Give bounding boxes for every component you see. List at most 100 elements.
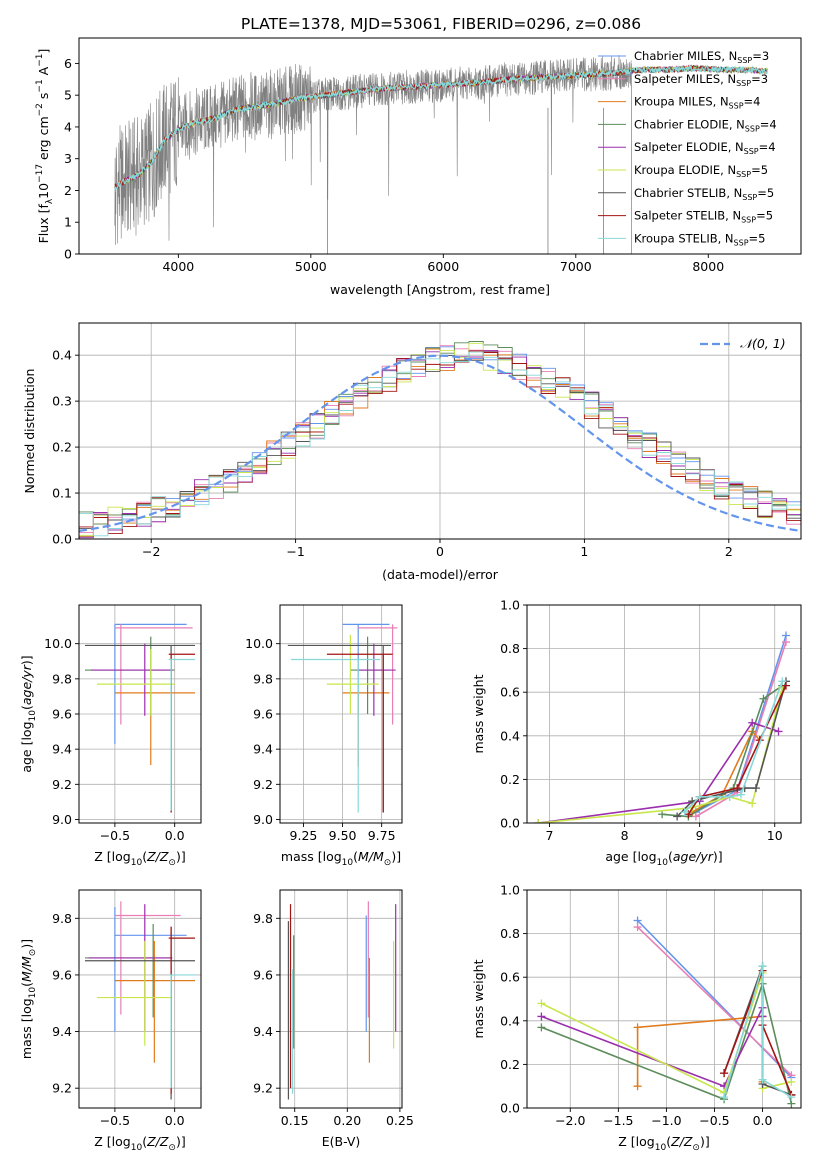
plot-area [287, 623, 398, 813]
y-tick-label: 0.4 [500, 728, 520, 743]
series-line [538, 687, 783, 823]
label-text: s [36, 93, 51, 104]
x-axis-label: age [log10(age/yr)] [605, 849, 722, 868]
legend-entry: Chabrier MILES, NSSP=3 [634, 49, 769, 65]
legend-suffix: =5 [757, 186, 774, 200]
errorbar-salpeter-elodie [358, 643, 396, 716]
label-text: )] [19, 655, 34, 665]
label-text: )] [176, 1134, 186, 1149]
y-tick-label: 0.6 [500, 970, 520, 985]
legend-sub: SSP [734, 238, 749, 247]
x-tick-label: 5000 [295, 259, 327, 274]
label-text: )] [700, 1134, 710, 1149]
label-text: )] [391, 849, 401, 864]
x-tick-label: 7 [546, 828, 554, 843]
y-tick-label: 0.0 [500, 816, 520, 831]
label-sub: 10 [28, 710, 38, 722]
label-text: Z [log [618, 1134, 654, 1149]
legend-suffix: =4 [759, 140, 776, 154]
series-line [723, 966, 792, 1098]
label-text: ( [19, 982, 34, 987]
histogram-kroupa-stelib [79, 351, 801, 537]
series-point [733, 784, 742, 793]
legend-entry: Chabrier STELIB, NSSP=5 [634, 186, 774, 202]
legend-gauss: 𝒩(0, 1) [740, 336, 786, 351]
label-text: A [36, 66, 51, 79]
label-text: Z [log [94, 849, 130, 864]
errorbar-salpeter-miles [114, 624, 193, 725]
plot-area [84, 623, 196, 813]
label-sub: 10 [655, 1143, 667, 1153]
label-sub: ⊙ [28, 949, 38, 957]
legend-label: Chabrier MILES, N [634, 49, 737, 63]
y-tick-label: 9.8 [253, 911, 273, 926]
y-tick-label: 9.6 [52, 967, 72, 982]
label-text: M/M [19, 956, 34, 982]
label-text: ( [668, 849, 673, 864]
label-text: erg cm [36, 116, 51, 164]
axes-frame [78, 889, 202, 1109]
label-sub: λ [45, 198, 55, 204]
legend-sub: SSP [741, 216, 756, 225]
y-tick-label: 0.4 [500, 1013, 520, 1028]
legend-sub: SSP [744, 147, 759, 156]
x-tick-label: 0.25 [386, 1113, 414, 1128]
label-text: wavelength [Angstrom, rest frame] [330, 282, 550, 297]
x-tick-label: 0.15 [281, 1113, 309, 1128]
normal-distribution-curve [79, 354, 801, 532]
errorbar-kroupa-stelib [168, 658, 196, 811]
errorbar-chabrier-miles [342, 623, 390, 714]
errorbar-chabrier-elodie [84, 636, 175, 716]
label-text: mass [log [281, 849, 342, 864]
series-point [633, 1082, 642, 1091]
x-tick-label: 9 [696, 828, 704, 843]
grid-lines [280, 890, 402, 1108]
legend-sub: SSP [742, 193, 757, 202]
series-point [633, 1023, 642, 1032]
errorbar-chabrier-elodie [84, 923, 173, 1018]
series-point [537, 1012, 546, 1021]
legend-suffix: =5 [749, 231, 766, 245]
legend-suffix: =4 [744, 95, 761, 109]
series-point [736, 790, 745, 799]
label-text: )] [176, 849, 186, 864]
x-tick-label: −1 [286, 544, 304, 559]
y-tick-label: 0.2 [500, 1057, 520, 1072]
x-axis-label: (data-model)/error [382, 567, 499, 582]
label-text: Z/Z [670, 1134, 693, 1149]
legend-suffix: =3 [751, 72, 768, 86]
series-point [725, 792, 734, 801]
legend-sub: SSP [737, 56, 752, 65]
series-point [673, 812, 682, 821]
legend-label: Chabrier ELODIE, N [634, 117, 745, 131]
errorbar-salpeter-elodie [90, 643, 173, 716]
label-sup: −1 [35, 54, 45, 67]
y-tick-label: 0 [64, 247, 72, 262]
legend-label: Kroupa MILES, N [634, 95, 729, 109]
axes-spectrum: 4000 5000 6000 7000 8000 0 1 2 3 4 5 6 wavelength [A… [35, 37, 802, 297]
label-text: ( [142, 1134, 147, 1149]
legend-entry: Kroupa STELIB, NSSP=5 [634, 231, 765, 247]
x-axis-label: Z [log10(Z/Z⊙)] [94, 849, 185, 868]
y-tick-label: 9.6 [253, 707, 273, 722]
series-point [537, 999, 546, 1008]
y-tick-label: 9.8 [253, 671, 273, 686]
y-axis-label: mass weight [471, 959, 486, 1038]
series-salpeter-miles [691, 638, 790, 821]
y-tick-label: 9.0 [253, 812, 273, 827]
histogram-salpeter-stelib [79, 350, 801, 534]
label-text: ( [19, 705, 34, 710]
label-text: age/yr [673, 849, 714, 864]
y-tick-label: 6 [64, 56, 72, 71]
errorbar-salpeter-stelib [168, 653, 196, 813]
y-tick-label: 0.0 [52, 532, 72, 547]
x-tick-label: −0.5 [699, 1113, 729, 1128]
label-text: E(B-V) [322, 1134, 361, 1149]
y-axis-label: mass [log10(M/M⊙)] [19, 939, 38, 1059]
errorbar-kroupa-stelib [290, 658, 381, 813]
x-tick-label: 8000 [692, 259, 724, 274]
y-axis-label: age [log10(age/yr)] [19, 655, 38, 772]
label-sub: 10 [131, 1143, 143, 1153]
legend-label: Salpeter STELIB, N [634, 209, 741, 223]
label-sub: ⊙ [692, 1143, 700, 1153]
